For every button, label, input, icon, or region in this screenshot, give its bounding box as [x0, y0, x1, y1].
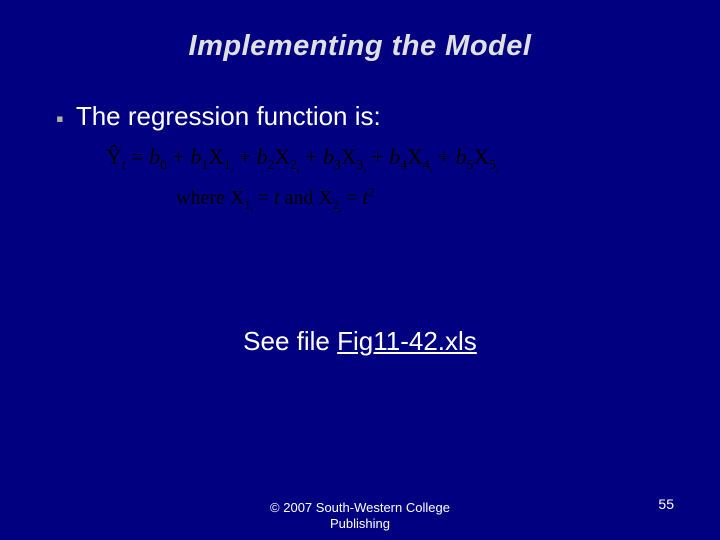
equals-sign: =: [126, 144, 149, 169]
copyright-text: © 2007 South-Western College Publishing: [0, 500, 720, 533]
where-x2-eq: =: [341, 187, 362, 209]
where-prefix: where: [176, 187, 230, 209]
regression-formula: Ŷt = b0 + b1X1t + b2X2t + b3X3t + b4X4t …: [106, 140, 670, 216]
formula-terms: b0 + b1X1t + b2X2t + b3X3t + b4X4t + b5X…: [149, 144, 498, 169]
where-x2: X2t: [318, 187, 341, 209]
file-link[interactable]: Fig11-42.xls: [337, 326, 477, 356]
copyright-line-1: © 2007 South-Western College: [270, 500, 450, 515]
where-x1: X1t: [230, 187, 253, 209]
slide-container: Implementing the Model ▪ The regression …: [0, 0, 720, 540]
slide-title: Implementing the Model: [50, 30, 670, 63]
slide-footer: © 2007 South-Western College Publishing …: [0, 500, 720, 533]
page-number: 55: [658, 496, 674, 512]
where-x2-sup: 2: [368, 185, 374, 199]
where-x1-eq: =: [253, 187, 274, 209]
bullet-marker: ▪: [56, 108, 64, 130]
where-and: and: [280, 187, 319, 209]
see-file-line: See file Fig11-42.xls: [50, 326, 670, 357]
copyright-line-2: Publishing: [330, 516, 390, 531]
bullet-row: ▪ The regression function is:: [56, 101, 670, 132]
bullet-text: The regression function is:: [76, 101, 381, 132]
formula-where-line: where X1t = t and X2t = t2: [176, 183, 670, 216]
formula-main-line: Ŷt = b0 + b1X1t + b2X2t + b3X3t + b4X4t …: [106, 140, 670, 177]
yhat-symbol: Ŷt: [106, 144, 126, 169]
see-file-prefix: See file: [243, 326, 337, 356]
